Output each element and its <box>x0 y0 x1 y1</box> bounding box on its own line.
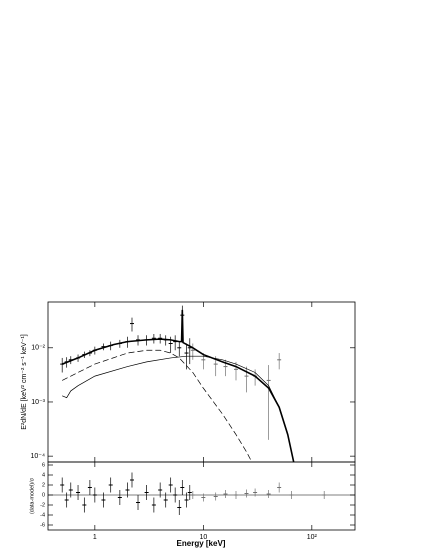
y-tick-label: -6 <box>40 522 45 528</box>
y-axis-label: E²dN/dE [keV² cm⁻² s⁻¹ keV⁻¹] <box>21 334 28 430</box>
x-tick-label: 1 <box>93 534 97 541</box>
y-tick-label: -2 <box>40 502 45 508</box>
y-tick-label: -4 <box>40 512 45 518</box>
x-tick-label: 10² <box>307 534 318 541</box>
model-line <box>62 355 295 462</box>
model-line <box>62 349 253 462</box>
x-tick-label: 10 <box>199 534 207 541</box>
y-tick-label: 10⁻³ <box>31 399 45 406</box>
y-tick-label: 10⁻² <box>31 345 45 352</box>
x-axis-label: Energy [keV] <box>177 539 226 548</box>
top-frame <box>47 301 356 463</box>
y-tick-label: 10⁻⁴ <box>31 453 46 460</box>
model-line <box>61 309 295 462</box>
y-tick-label: 2 <box>42 482 45 488</box>
y-axis-label: (data-model)/σ <box>29 477 35 514</box>
y-tick-label: 4 <box>42 472 45 478</box>
y-tick-label: 6 <box>42 462 45 468</box>
bottom-frame <box>47 461 356 531</box>
y-tick-label: 0 <box>42 492 45 498</box>
